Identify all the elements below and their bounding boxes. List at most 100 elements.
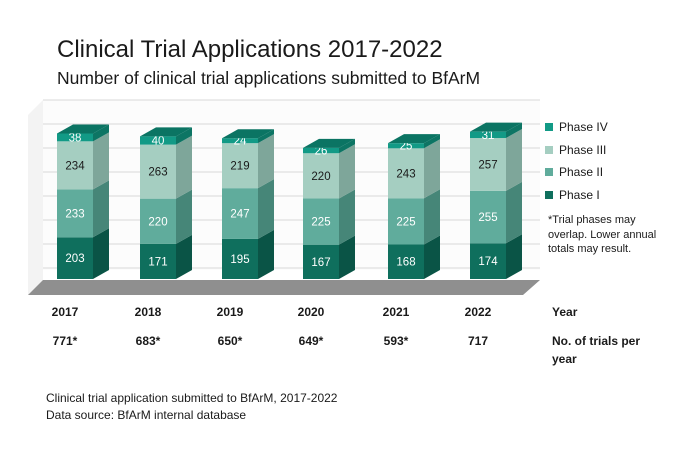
overlap-note: *Trial phases may overlap. Lower annual … — [548, 214, 657, 255]
data-label: 247 — [230, 209, 249, 221]
bar-segment — [57, 141, 93, 190]
bar-segment — [470, 131, 506, 139]
data-label: 255 — [478, 212, 497, 224]
bar-side — [176, 135, 192, 199]
total-label: 649* — [299, 334, 324, 348]
data-label: 234 — [65, 160, 85, 172]
data-label: 195 — [230, 254, 249, 266]
bar-side — [506, 122, 522, 139]
x-tick-label: 2018 — [135, 305, 162, 319]
bar-segment — [388, 198, 424, 245]
bar-side — [176, 234, 192, 279]
total-label: 683* — [136, 334, 161, 348]
bar-side — [93, 180, 109, 238]
legend-swatch — [545, 190, 553, 199]
bar-top — [470, 122, 522, 132]
bar-segment — [388, 143, 424, 149]
legend-label: Phase IV — [559, 120, 608, 135]
bar-segment — [140, 136, 176, 145]
legend-label: Phase I — [559, 187, 600, 202]
legend-swatch — [545, 145, 553, 154]
legend-item-phase-iv: Phase IV — [545, 116, 608, 139]
bar-side — [258, 179, 274, 239]
bar-side — [339, 144, 355, 199]
x-tick-label: 2020 — [298, 305, 325, 319]
x-tick-label: 2021 — [383, 305, 410, 319]
legend-item-phase-i: Phase I — [545, 184, 608, 207]
bar-segment — [388, 244, 424, 279]
data-label: 233 — [65, 208, 84, 220]
bar-segment — [303, 147, 339, 154]
total-label: 650* — [218, 334, 243, 348]
data-label: 168 — [396, 257, 415, 269]
data-label: 243 — [396, 168, 415, 180]
bar-segment — [470, 138, 506, 191]
bar-side — [176, 189, 192, 244]
bar-segment — [388, 148, 424, 199]
x-tick-label: 2022 — [465, 305, 492, 319]
bar-segment — [303, 244, 339, 279]
chart-title: Clinical Trial Applications 2017-2022 — [57, 36, 443, 63]
bar-side — [339, 189, 355, 245]
data-label: 220 — [148, 216, 167, 228]
bar-segment — [57, 133, 93, 142]
bar-segment — [140, 243, 176, 279]
data-label: 26 — [315, 146, 328, 158]
legend-swatch — [545, 168, 553, 177]
bar-side — [93, 124, 109, 142]
bar-side — [506, 234, 522, 279]
bar-segment — [57, 237, 93, 279]
bar-side — [424, 139, 440, 199]
legend-label: Phase II — [559, 165, 604, 180]
data-label: 263 — [148, 167, 167, 179]
data-label: 257 — [478, 159, 497, 171]
data-label: 40 — [152, 135, 165, 147]
bar-segment — [222, 238, 258, 279]
bar-segment — [303, 153, 339, 199]
bar-side — [424, 189, 440, 245]
data-label: 203 — [65, 253, 84, 265]
data-label: 220 — [311, 171, 330, 183]
bar-segment — [222, 143, 258, 189]
bar-side — [424, 134, 440, 149]
bar-side — [93, 228, 109, 279]
bar-segment — [222, 188, 258, 239]
bar-segment — [140, 198, 176, 244]
bar-segment — [140, 144, 176, 199]
legend: Phase IV Phase III Phase II Phase I — [545, 116, 608, 206]
total-label: 717 — [468, 334, 488, 348]
x-axis-label: Year — [552, 305, 578, 319]
data-label: 24 — [234, 136, 247, 148]
legend-item-phase-ii: Phase II — [545, 161, 608, 184]
legend-item-phase-iii: Phase III — [545, 139, 608, 162]
bar-top — [57, 124, 109, 134]
legend-label: Phase III — [559, 142, 607, 157]
caption: Clinical trial application submitted to … — [46, 390, 337, 424]
x-tick-label: 2019 — [217, 305, 244, 319]
data-label: 31 — [482, 130, 495, 142]
bar-side — [506, 181, 522, 244]
data-label: 225 — [311, 217, 330, 229]
bar-side — [176, 127, 192, 145]
caption-line-2: Data source: BfArM internal database — [46, 408, 247, 422]
data-label: 171 — [148, 256, 167, 268]
bar-side — [258, 134, 274, 189]
data-label: 174 — [478, 256, 498, 268]
bar-segment — [470, 190, 506, 244]
data-label: 38 — [69, 132, 82, 144]
totals-label: No. of trials per year — [552, 334, 641, 366]
bar-segment — [470, 243, 506, 279]
legend-swatch — [545, 123, 553, 132]
bar-side — [258, 129, 274, 144]
bar-segment — [303, 198, 339, 245]
bar-side — [506, 129, 522, 191]
data-label: 219 — [230, 161, 249, 173]
plot-floor — [28, 280, 540, 295]
plot-side-wall — [28, 100, 43, 295]
data-label: 167 — [311, 257, 330, 269]
bar-side — [339, 235, 355, 279]
data-label: 225 — [396, 216, 415, 228]
bar-side — [258, 229, 274, 279]
data-label: 25 — [400, 141, 413, 153]
